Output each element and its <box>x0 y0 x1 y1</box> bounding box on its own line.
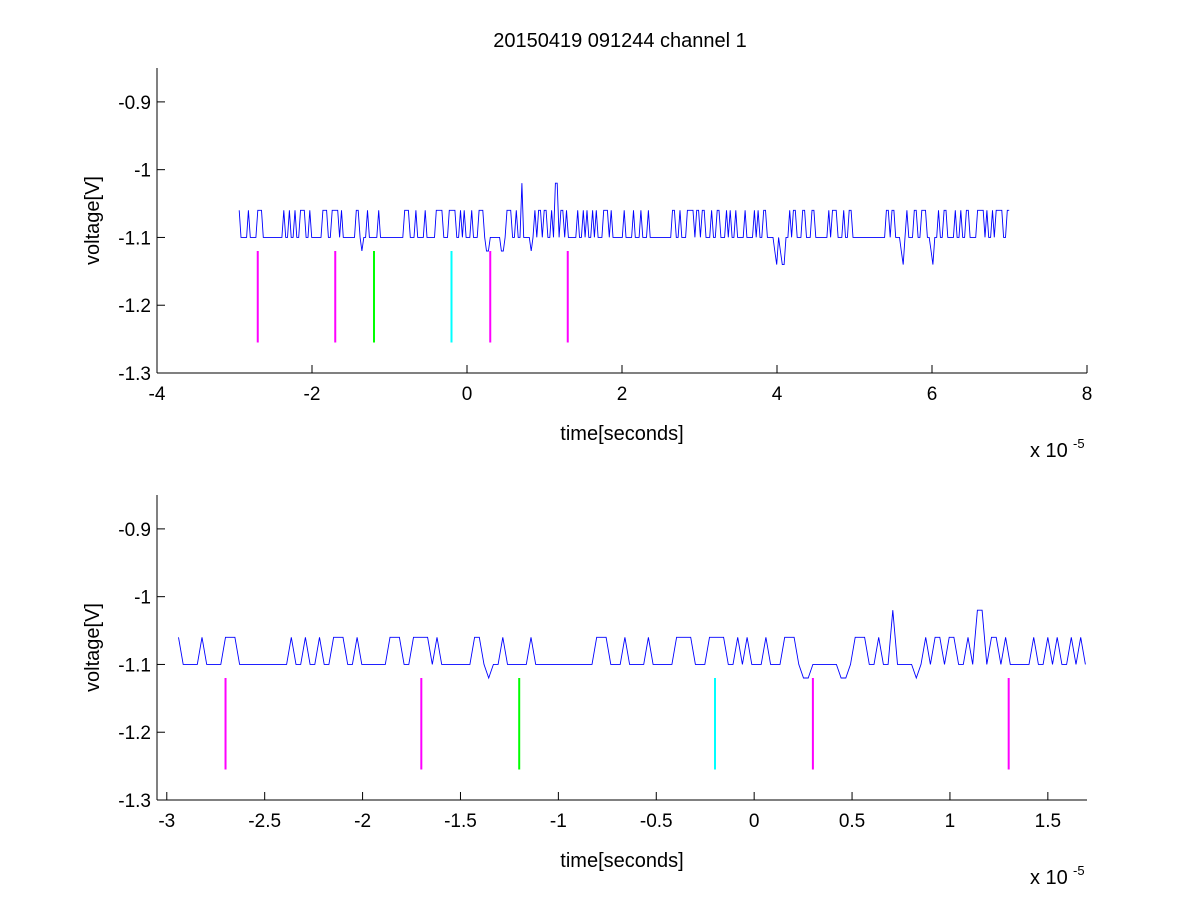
x-tick-label: 2 <box>617 384 628 405</box>
figure-title: 20150419 091244 channel 1 <box>493 30 747 52</box>
bottom-axes: -3 -2.5 -2 -1.5 -1 -0.5 0 0.5 1 1.5 -1.3 -1.2 -1.1 -1… <box>82 495 1087 889</box>
x-multiplier-label: x 10 <box>1030 867 1068 889</box>
top-axes: -4 -2 0 2 4 6 8 -1.3 -1.2 -1.1 -1 -0.9 time[seconds]… <box>82 68 1092 462</box>
x-tick-label: -4 <box>149 384 166 405</box>
x-axis-label: time[seconds] <box>560 850 683 872</box>
x-tick-label: 4 <box>772 384 783 405</box>
x-tick-label: 0.5 <box>839 811 865 832</box>
x-multiplier-exponent: -5 <box>1073 863 1085 878</box>
y-tick-label: -0.9 <box>118 520 151 541</box>
x-tick-label: -2 <box>354 811 371 832</box>
y-tick-label: -1 <box>134 161 151 182</box>
x-tick-label: -1 <box>550 811 567 832</box>
x-tick-label: -1.5 <box>444 811 477 832</box>
x-tick-label: -3 <box>158 811 175 832</box>
x-multiplier-exponent: -5 <box>1073 436 1085 451</box>
x-tick-label: 1.5 <box>1035 811 1061 832</box>
y-axis-label: voltage[V] <box>82 176 104 265</box>
x-tick-label: -0.5 <box>640 811 673 832</box>
x-tick-label: -2 <box>304 384 321 405</box>
y-tick-label: -1.3 <box>118 364 151 385</box>
signal-trace-line <box>238 182 1010 266</box>
y-tick-label: -1.1 <box>118 228 151 249</box>
y-tick-label: -1.2 <box>118 296 151 317</box>
y-tick-label: -1.2 <box>118 723 151 744</box>
y-tick-label: -0.9 <box>118 93 151 114</box>
y-tick-label: -1 <box>134 588 151 609</box>
x-tick-label: 0 <box>749 811 760 832</box>
x-tick-label: 8 <box>1082 384 1093 405</box>
x-multiplier-label: x 10 <box>1030 440 1068 462</box>
y-tick-label: -1.1 <box>118 655 151 676</box>
x-tick-label: 0 <box>462 384 473 405</box>
x-tick-label: 1 <box>945 811 956 832</box>
y-tick-label: -1.3 <box>118 791 151 812</box>
x-axis-label: time[seconds] <box>560 423 683 445</box>
x-tick-label: 6 <box>927 384 938 405</box>
signal-trace-line <box>178 609 1086 680</box>
y-axis-label: voltage[V] <box>82 603 104 692</box>
x-tick-label: -2.5 <box>248 811 281 832</box>
